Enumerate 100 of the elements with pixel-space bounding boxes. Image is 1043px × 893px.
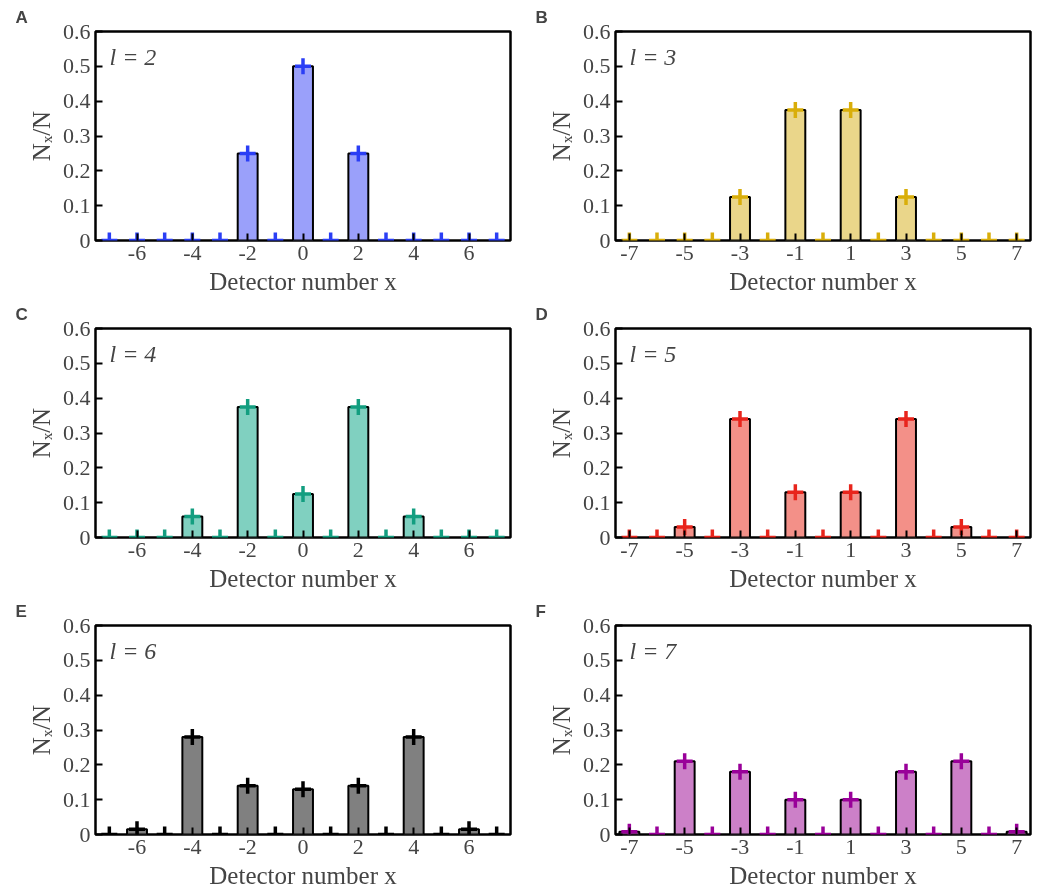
x-tick-label: 5 [955,239,967,265]
y-axis-title: Nₓ/N [28,110,55,162]
y-tick-label: 0.6 [63,315,91,341]
y-tick-label: 0.3 [583,717,611,742]
annotation: l = 5 [629,340,677,367]
x-tick-label: -3 [730,833,750,859]
x-tick-label: 2 [352,833,364,859]
y-tick-label: 0.5 [583,350,611,376]
x-tick-label: 1 [845,833,857,859]
y-tick-label: 0.1 [63,192,91,218]
y-tick-label: 0.2 [583,454,611,480]
x-axis-title: Detector number x [209,564,398,592]
x-tick-label: 3 [900,833,912,859]
y-tick-label: 0.3 [63,717,91,742]
x-tick-label: -7 [620,239,639,265]
y-tick-label: 0.6 [63,612,91,638]
text: D [535,304,548,324]
x-tick-label: 2 [352,239,364,265]
x-tick-label: -7 [620,536,639,562]
x-tick-label: 1 [845,536,857,562]
x-axis-title: Detector number x [729,861,918,889]
x-tick-label: 2 [352,536,364,562]
y-axis-title: Nₓ/N [28,704,55,756]
y-tick-label: 0.2 [63,157,91,183]
y-tick-label: 0.5 [63,53,91,79]
x-tick-label: -1 [786,833,805,859]
x-tick-label: -3 [730,239,750,265]
x-tick-label: -4 [183,536,202,562]
x-tick-label: -4 [183,239,202,265]
y-tick-label: 0.2 [583,751,611,777]
text: E [15,601,27,621]
annotation: l = 6 [109,637,157,664]
annotation: l = 2 [109,43,157,70]
text: F [535,601,546,621]
x-tick-label: 4 [408,833,420,859]
y-tick-label: 0.2 [583,157,611,183]
x-tick-label: -2 [238,239,257,265]
text: A [15,7,28,27]
x-tick-label: 7 [1011,536,1023,562]
y-tick-label: 0.3 [63,123,91,148]
y-tick-label: 0.4 [63,682,91,708]
y-axis-title: Nₓ/N [548,407,575,459]
y-tick-label: 0.1 [63,489,91,515]
x-tick-label: -1 [786,536,805,562]
x-tick-label: -3 [730,536,750,562]
y-axis-title: Nₓ/N [548,110,575,162]
text: C [15,304,28,324]
x-tick-label: 4 [408,536,420,562]
x-tick-label: -2 [238,833,257,859]
x-tick-label: 7 [1011,239,1023,265]
x-tick-label: -5 [675,239,694,265]
y-tick-label: 0.5 [583,647,611,673]
x-tick-label: -5 [675,833,694,859]
annotation: l = 3 [629,43,677,70]
x-tick-label: -2 [238,536,257,562]
x-tick-label: -4 [183,833,202,859]
x-tick-label: -7 [620,833,639,859]
y-tick-label: 0.3 [583,123,611,148]
annotation: l = 4 [109,340,157,367]
y-tick-label: 0.4 [63,88,91,114]
y-tick-label: 0.6 [583,315,611,341]
x-tick-label: 5 [955,833,967,859]
x-tick-label: 0 [297,833,309,859]
x-tick-label: -5 [675,536,694,562]
x-tick-label: 6 [463,239,475,265]
x-tick-label: 3 [900,239,912,265]
x-tick-label: 0 [297,239,309,265]
y-tick-label: 0.4 [583,385,611,411]
x-axis-title: Detector number x [209,861,398,889]
x-tick-label: -1 [786,239,805,265]
y-tick-label: 0.5 [63,350,91,376]
y-tick-label: 0.1 [583,786,611,812]
y-tick-label: 0.4 [583,682,611,708]
x-tick-label: -6 [127,239,147,265]
y-tick-label: 0.6 [583,612,611,638]
y-tick-label: 0.1 [583,192,611,218]
y-axis-title: Nₓ/N [28,407,55,459]
text: B [535,7,548,27]
y-tick-label: 0.2 [63,454,91,480]
y-tick-label: 0.4 [583,88,611,114]
y-tick-label: 0.6 [63,18,91,44]
y-tick-label: 0.3 [583,420,611,445]
x-tick-label: 4 [408,239,420,265]
y-tick-label: 0.4 [63,385,91,411]
x-tick-label: -6 [127,536,147,562]
annotation: l = 7 [629,637,678,664]
x-tick-label: 6 [463,536,475,562]
y-tick-label: 0.1 [63,786,91,812]
x-tick-label: -6 [127,833,147,859]
x-tick-label: 7 [1011,833,1023,859]
y-tick-label: 0.3 [63,420,91,445]
y-tick-label: 0.5 [583,53,611,79]
y-tick-label: 0.6 [583,18,611,44]
x-tick-label: 1 [845,239,857,265]
x-axis-title: Detector number x [729,267,918,295]
x-tick-label: 0 [297,536,309,562]
x-axis-title: Detector number x [729,564,918,592]
y-tick-label: 0.1 [583,489,611,515]
x-tick-label: 3 [900,536,912,562]
x-axis-title: Detector number x [209,267,398,295]
